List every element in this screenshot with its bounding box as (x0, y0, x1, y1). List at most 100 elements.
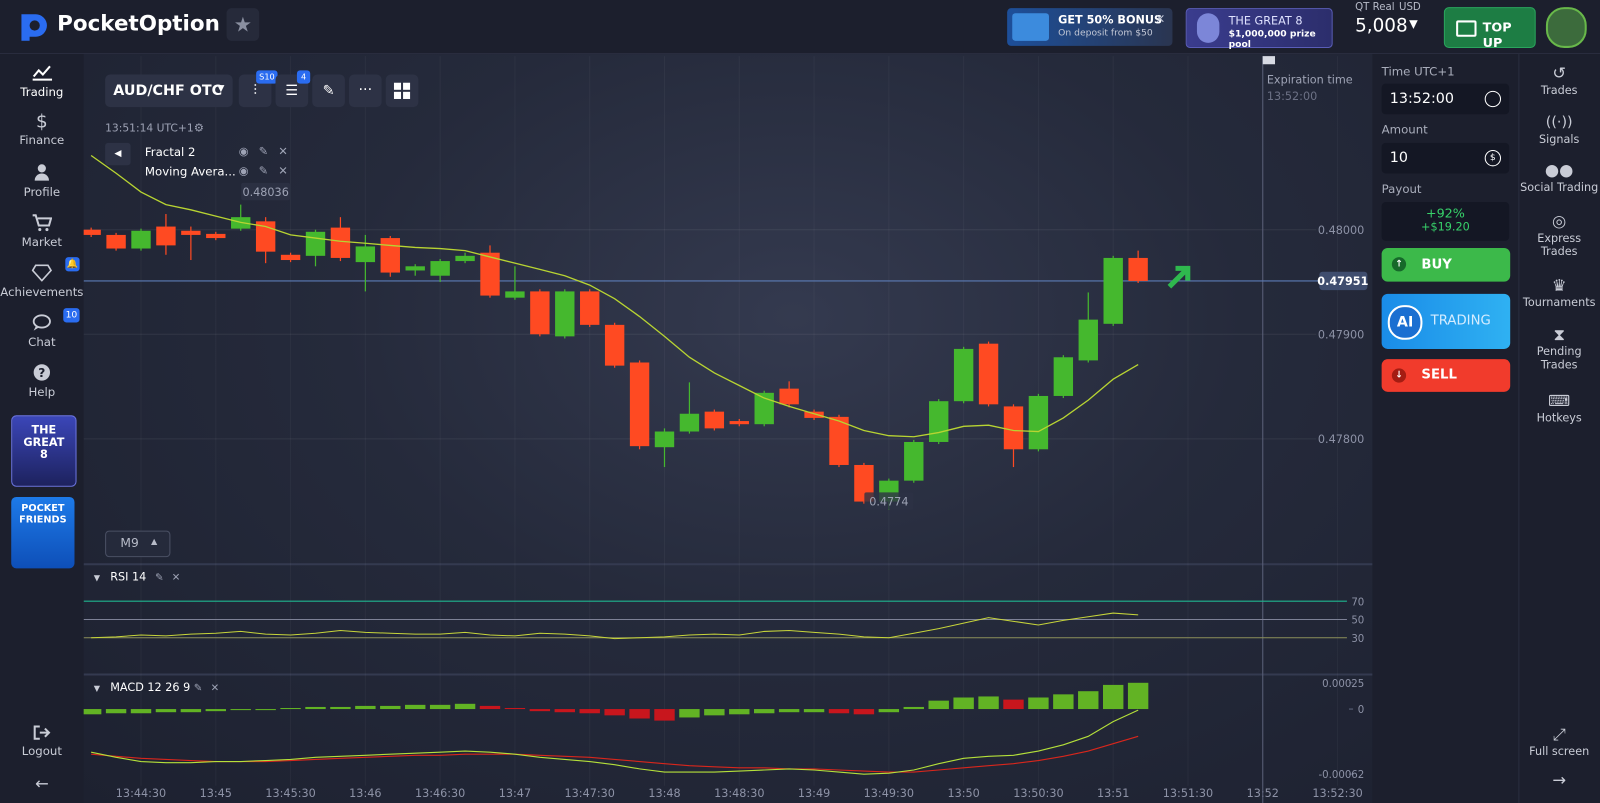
histogram-bar (903, 706, 924, 710)
menu-tournaments[interactable]: ♛ Tournaments (1522, 275, 1596, 310)
nav-help[interactable]: ? Help (0, 363, 84, 399)
avatar[interactable] (1545, 7, 1587, 48)
bonus-banner[interactable]: GET 50% BONUS On deposit from $50 × (1007, 8, 1173, 46)
collapse-arrow[interactable]: ← (34, 773, 49, 793)
menu-social[interactable]: ●● Social Trading (1520, 160, 1599, 194)
candle-body (480, 252, 500, 296)
logo-icon (21, 14, 47, 41)
histogram-bar (180, 709, 202, 713)
server-time: 13:51:14 UTC+1 (105, 122, 194, 135)
candle-body (106, 234, 126, 249)
panel-title: RSI 14 (110, 571, 146, 584)
drawing-button[interactable]: ✎ (312, 74, 345, 108)
histogram-bar (878, 709, 900, 713)
more-button[interactable]: ··· (348, 74, 382, 108)
x-tick-label: 13:47 (499, 787, 531, 800)
x-tick-label: 13:49 (798, 787, 830, 800)
menu-express[interactable]: ◎ Express Trades (1537, 211, 1582, 259)
favorite-button[interactable]: ★ (226, 8, 260, 41)
histogram-bar (479, 705, 501, 710)
histogram-bar (629, 709, 650, 719)
x-tick-label: 13:44:30 (116, 787, 166, 800)
menu-label: Hotkeys (1536, 411, 1582, 425)
chart: 0.47800 0.47900 0.48000 13:44:30 13:45 13:45:… (83, 56, 1373, 803)
menu-signals[interactable]: ((·)) Signals (1539, 114, 1580, 146)
candle-body (904, 441, 924, 481)
indicator-actions[interactable]: ◉✎✕ (238, 164, 299, 178)
nav-profile[interactable]: Profile (0, 163, 84, 199)
menu-label: Tournaments (1522, 295, 1596, 310)
y-tick-label: 50 (1351, 616, 1364, 627)
trade-panel (1372, 54, 1519, 803)
sell-button[interactable]: ↓ SELL (1381, 359, 1511, 392)
panel-toggle: ▼ (94, 573, 101, 583)
histogram-bar (554, 709, 575, 713)
nav-label: Finance (19, 132, 65, 147)
candle-body (729, 421, 749, 425)
histogram-bar (853, 709, 875, 715)
amount-input[interactable]: 10 $ (1381, 142, 1510, 174)
panel-toggle: ▼ (94, 683, 101, 693)
clock-icon (1484, 90, 1502, 108)
histogram-bar (1028, 697, 1049, 710)
expiration-label: Expiration time (1267, 74, 1353, 87)
nav-logout[interactable]: Logout (0, 724, 84, 758)
nav-finance[interactable]: $ Finance (19, 111, 65, 147)
x-tick-label: 13:46 (349, 787, 381, 800)
collapse-indicators[interactable]: ◀ (105, 142, 131, 166)
great8-card[interactable]: THE GREAT 8 (11, 415, 77, 487)
nav-trading[interactable]: Trading (0, 63, 84, 99)
ai-trading-button[interactable]: AI TRADING (1381, 293, 1511, 349)
histogram-bar (155, 709, 177, 713)
candle-body (405, 266, 425, 271)
menu-hotkeys[interactable]: ⌨ Hotkeys (1536, 391, 1582, 425)
chart-background (83, 54, 1373, 803)
histogram-bar (1078, 691, 1099, 710)
candle-body (330, 227, 351, 258)
nav-achievements[interactable]: Achievements (0, 263, 84, 299)
buy-icon: ↑ (1391, 257, 1407, 272)
menu-label: Social Trading (1520, 180, 1599, 194)
close-icon[interactable]: × (1155, 11, 1166, 26)
promo-banner[interactable]: THE GREAT 8 $1,000,000 prize pool (1185, 8, 1333, 50)
histogram-bar (255, 709, 276, 711)
timeframe-arrow: ▲ (151, 536, 158, 546)
candle-body (430, 261, 450, 276)
balance[interactable]: 5,008 (1355, 15, 1408, 37)
histogram-bar (679, 709, 700, 718)
timeframe-selector[interactable]: M9 ▲ (105, 530, 171, 558)
y-tick-label: 0.47800 (1318, 433, 1364, 446)
indicator-actions[interactable]: ◉✎✕ (238, 144, 299, 159)
sell-icon: ↓ (1391, 368, 1407, 383)
layout-button[interactable] (385, 74, 419, 108)
time-input[interactable]: 13:52:00 (1381, 83, 1510, 115)
logo[interactable]: PocketOption (57, 11, 220, 36)
candle-body (829, 416, 849, 465)
candle-body (555, 291, 575, 337)
nav-chat[interactable]: Chat (0, 313, 84, 349)
balance-dropdown[interactable]: ▼ (1409, 17, 1418, 31)
bonus-subtitle: On deposit from $50 (1058, 28, 1153, 39)
menu-fullscreen[interactable]: ⤢ Full screen (1529, 724, 1590, 759)
histogram-bar (454, 703, 476, 710)
x-tick-label: 13:49:30 (864, 787, 914, 800)
x-tick-label: 13:47:30 (565, 787, 615, 800)
header (0, 0, 1600, 55)
histogram-bar (604, 709, 625, 716)
sell-label: SELL (1421, 367, 1457, 383)
expand-arrow[interactable]: → (1552, 770, 1567, 790)
signal-line (91, 735, 1139, 773)
menu-label: Full screen (1529, 744, 1590, 759)
asset-selector[interactable]: AUD/CHF OTC ▼ (105, 74, 233, 108)
menu-trades[interactable]: ↺ Trades (1540, 63, 1578, 97)
panel-actions: ✎✕ (155, 573, 188, 584)
asset-dropdown: ▼ (217, 83, 225, 94)
nav-market[interactable]: Market (0, 213, 84, 249)
top-up-button[interactable]: TOP UP (1443, 7, 1536, 50)
settings-icon[interactable]: ⚙ (193, 121, 204, 135)
buy-button[interactable]: ↑ BUY (1381, 247, 1511, 282)
candle-body (1128, 257, 1148, 281)
friends-card[interactable]: POCKET FRIENDS (11, 496, 75, 569)
menu-pending[interactable]: ⧗ Pending Trades (1536, 324, 1582, 372)
x-tick-label: 13:52:30 (1312, 787, 1362, 800)
